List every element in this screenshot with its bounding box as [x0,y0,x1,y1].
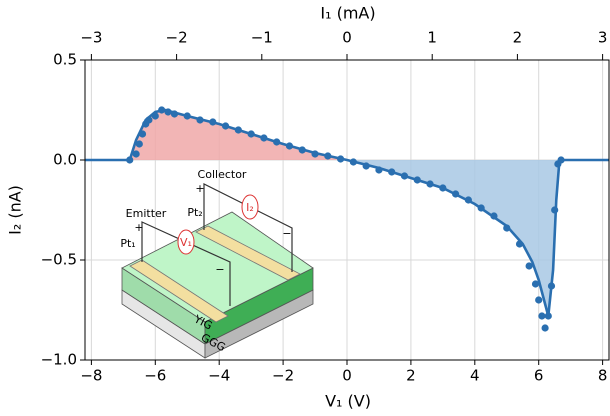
x-tick-label: 6 [534,367,544,385]
device-inset: Collector Emitter Pt₁ Pt₂ V₁ I₂ + + − − … [120,168,314,359]
v1-label: V₁ [180,236,192,249]
data-point [541,324,549,332]
y-tick-label: 0.0 [53,151,77,169]
x-tick-label: 8 [598,367,608,385]
y-tick-label: −1.0 [41,351,77,369]
y-tick-label: 0.5 [53,51,77,69]
positive-area [85,110,609,160]
plus-sign: + [134,221,143,234]
top-x-tick-label: 1 [427,29,437,47]
data-point [535,296,543,304]
top-x-tick-label: −1 [251,29,273,47]
top-x-tick-label: 2 [513,29,523,47]
top-x-tick-label: 0 [342,29,352,47]
collector-label: Collector [198,168,247,181]
top-axis-label: I₁ (mA) [320,4,375,23]
data-point [135,140,143,148]
minus-sign: − [215,263,224,276]
y-tick-label: −0.5 [41,251,77,269]
y-axis-label: I₂ (nA) [6,185,25,235]
x-tick-label: −2 [272,367,294,385]
plus-sign: + [195,182,204,195]
x-tick-label: −8 [80,367,102,385]
x-tick-label: 0 [342,367,352,385]
data-point [538,312,546,320]
pt2-label: Pt₂ [187,206,202,219]
top-x-tick-label: −2 [166,29,188,47]
x-tick-label: −6 [144,367,166,385]
i2-label: I₂ [246,201,254,214]
data-point [531,280,540,288]
pt1-label: Pt₁ [120,237,135,250]
top-x-tick-label: −3 [80,29,102,47]
data-point [132,150,140,158]
fit-line [85,108,609,317]
x-tick-label: 4 [470,367,480,385]
negative-area [85,160,609,316]
plot-frame [84,59,610,361]
data-point [525,262,533,270]
minus-sign: − [282,227,291,240]
emitter-label: Emitter [126,207,167,220]
x-tick-label: 2 [406,367,416,385]
x-tick-label: −4 [208,367,230,385]
x-axis-label: V₁ (V) [325,392,371,411]
top-x-tick-label: 3 [598,29,608,47]
